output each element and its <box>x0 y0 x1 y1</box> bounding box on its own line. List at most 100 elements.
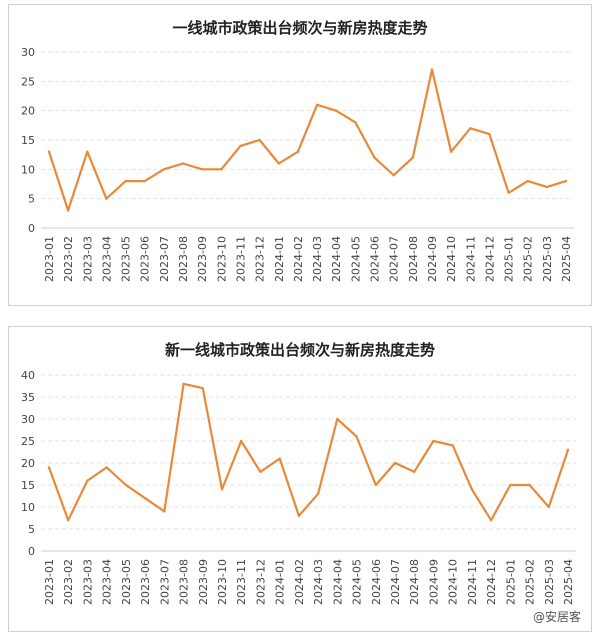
x-tick-label: 2023-05 <box>120 559 133 605</box>
x-tick-label: 2024-06 <box>370 559 383 605</box>
data-point <box>143 497 147 500</box>
y-tick-label: 10 <box>21 501 35 514</box>
data-point <box>449 150 453 153</box>
data-point <box>240 439 243 443</box>
data-point <box>105 466 108 469</box>
data-point <box>470 488 474 491</box>
data-point <box>335 109 338 112</box>
chart-panel-1: 一线城市政策出台频次与新房热度走势 0 5 10 15 20 25 30 2023-01 202… <box>8 4 592 306</box>
y-tick-label: 20 <box>21 457 35 470</box>
data-point <box>239 144 242 148</box>
x-tick-label: 2024-07 <box>388 236 401 282</box>
series-line <box>47 382 570 522</box>
data-point <box>297 514 301 517</box>
y-tick-label: 25 <box>21 435 35 448</box>
x-tick-label: 2023-11 <box>235 559 248 605</box>
x-tick-label: 2023-06 <box>139 559 152 605</box>
x-tick-label: 2024-01 <box>273 236 286 282</box>
y-tick-label: 25 <box>21 75 35 88</box>
y-tick-label: 0 <box>28 222 35 235</box>
x-tick-label: 2023-04 <box>101 559 114 605</box>
x-tick-label: 2023-09 <box>196 236 209 282</box>
y-tick-label: 5 <box>28 523 35 536</box>
data-point <box>296 150 300 153</box>
data-point <box>507 191 510 194</box>
data-point <box>163 510 166 513</box>
x-tick-label: 2024-07 <box>389 559 402 605</box>
data-point <box>316 492 320 495</box>
x-tick-label: 2024-04 <box>330 236 343 282</box>
y-tick-label: 20 <box>21 105 35 118</box>
data-point <box>66 209 70 212</box>
x-tick-label: 2023-06 <box>139 236 152 282</box>
x-tick-label: 2024-10 <box>447 559 460 605</box>
y-tick-label: 0 <box>28 545 35 558</box>
x-tick-label: 2023-07 <box>158 559 171 605</box>
data-point <box>336 417 339 421</box>
data-point <box>315 103 319 107</box>
data-point <box>200 168 204 171</box>
x-tick-label: 2023-08 <box>178 559 191 605</box>
data-point <box>220 488 224 491</box>
x-tick-label: 2024-04 <box>331 559 344 605</box>
x-tick-label: 2024-05 <box>349 236 362 282</box>
data-point <box>469 127 472 130</box>
data-point <box>162 168 166 171</box>
x-tick-label: 2023-04 <box>100 236 113 282</box>
line-chart-1: 0 5 10 15 20 25 30 2023-01 2023-02 2023-03 2023-04… <box>21 46 574 282</box>
x-tick-label: 2023-07 <box>158 236 171 282</box>
data-point <box>411 156 415 159</box>
x-tick-label: 2023-12 <box>254 559 267 605</box>
chart-title-1: 一线城市政策出台频次与新房热度走势 <box>172 19 428 37</box>
x-tick-label: 2025-01 <box>503 236 516 282</box>
x-tick-label: 2023-01 <box>43 559 56 605</box>
data-point <box>124 483 128 487</box>
data-point <box>259 470 262 473</box>
data-point <box>547 505 550 509</box>
data-point <box>105 197 108 200</box>
x-tick-label: 2024-01 <box>274 559 287 605</box>
x-tick-label: 2024-06 <box>369 236 382 282</box>
y-tick-label: 30 <box>21 413 35 426</box>
x-tick-label: 2024-09 <box>426 236 439 282</box>
data-point <box>545 185 549 189</box>
data-point <box>526 179 529 183</box>
chart-panel-2: 新一线城市政策出台频次与新房热度走势 0 5 10 15 20 25 30 35 40 2023-… <box>8 326 592 632</box>
data-point <box>489 519 493 522</box>
y-tick-label: 5 <box>28 193 35 206</box>
x-tick-label: 2023-12 <box>254 236 267 282</box>
x-tick-label: 2023-03 <box>81 236 94 282</box>
x-tick-label: 2024-03 <box>311 236 324 282</box>
x-tick-label: 2024-05 <box>351 559 364 605</box>
data-point <box>393 461 397 465</box>
x-tick-label: 2023-02 <box>62 236 75 282</box>
data-point <box>201 387 204 390</box>
x-tick-label: 2023-10 <box>215 236 228 282</box>
line-chart-2: 0 5 10 15 20 25 30 35 40 2023-01 2023-02 2023-03 202… <box>21 369 576 605</box>
x-tick-label: 2025-02 <box>524 559 537 605</box>
data-point <box>564 179 568 183</box>
x-tick-label: 2024-08 <box>407 236 420 282</box>
x-tick-label: 2025-04 <box>560 236 573 282</box>
y-tick-label: 10 <box>21 163 35 176</box>
data-point <box>509 483 512 487</box>
data-point <box>86 479 89 482</box>
x-tick-label: 2025-03 <box>543 559 556 605</box>
data-point <box>373 156 376 159</box>
data-point <box>488 132 491 136</box>
x-tick-label: 2025-04 <box>562 559 575 605</box>
data-point <box>354 121 357 124</box>
x-tick-label: 2023-08 <box>177 236 190 282</box>
x-tick-label: 2023-11 <box>234 236 247 282</box>
data-point <box>258 138 261 142</box>
x-tick-label: 2024-12 <box>483 236 496 282</box>
x-tick-label: 2025-03 <box>541 236 554 282</box>
data-point <box>413 470 416 473</box>
data-point <box>182 382 185 385</box>
data-point <box>528 483 531 487</box>
watermark: @安居客 <box>532 610 581 624</box>
data-point <box>124 179 127 183</box>
data-point <box>181 162 185 165</box>
data-point <box>355 435 358 438</box>
x-tick-label: 2024-02 <box>292 236 305 282</box>
